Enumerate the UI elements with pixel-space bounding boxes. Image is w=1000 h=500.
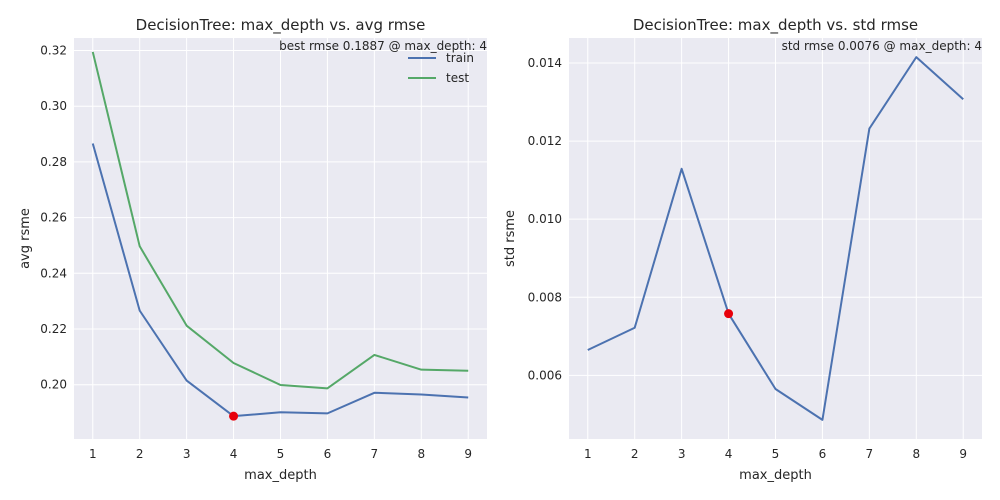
right-std-annotation: std rmse 0.0076 @ max_depth: 4 (782, 39, 982, 53)
right-x-tick-label: 5 (772, 447, 780, 461)
right-x-tick-label: 2 (631, 447, 639, 461)
left-x-tick-label: 7 (371, 447, 379, 461)
legend-train-label: train (446, 51, 474, 65)
left-x-tick-label: 9 (464, 447, 472, 461)
right-x-tick-label: 3 (678, 447, 686, 461)
right-x-tick-label: 6 (819, 447, 827, 461)
right-y-tick-label: 0.010 (528, 212, 562, 226)
legend-test-label: test (446, 71, 469, 85)
left-best-annotation: best rmse 0.1887 @ max_depth: 4 (279, 39, 487, 53)
right-x-tick-label: 4 (725, 447, 733, 461)
right-y-tick-label: 0.012 (528, 134, 562, 148)
left-x-tick-label: 6 (324, 447, 332, 461)
left-x-axis-label: max_depth (244, 468, 317, 483)
left-y-tick-label: 0.28 (40, 155, 67, 169)
left-highlight-point (229, 411, 239, 421)
left-chart: 1 2 3 4 5 6 7 8 9 0.20 0.22 0.24 0.26 0.28 0.30 0.32 D… (18, 16, 487, 483)
right-x-tick-label: 7 (866, 447, 874, 461)
right-y-tick-label: 0.014 (528, 56, 562, 70)
left-x-tick-label: 1 (89, 447, 97, 461)
right-y-ticks: 0.006 0.008 0.010 0.012 0.014 (528, 56, 562, 382)
left-test-line (91, 51, 469, 390)
right-x-tick-label: 9 (959, 447, 967, 461)
left-y-tick-label: 0.20 (40, 378, 67, 392)
left-y-tick-label: 0.26 (40, 211, 67, 225)
right-y-tick-label: 0.008 (528, 290, 562, 304)
left-y-tick-label: 0.24 (40, 266, 67, 280)
left-lines (91, 51, 469, 421)
left-train-line (91, 143, 469, 418)
right-x-tick-label: 1 (584, 447, 592, 461)
left-chart-title: DecisionTree: max_depth vs. avg rmse (136, 16, 426, 35)
left-y-axis-label: avg rsme (18, 208, 33, 269)
right-lines (587, 56, 964, 421)
left-y-tick-label: 0.30 (40, 99, 67, 113)
right-grid (569, 38, 982, 439)
left-legend: train test (408, 51, 474, 85)
right-chart-title: DecisionTree: max_depth vs. std rmse (633, 16, 918, 35)
left-x-ticks: 1 2 3 4 5 6 7 8 9 (89, 447, 472, 461)
right-highlight-point (724, 309, 734, 319)
left-y-ticks: 0.20 0.22 0.24 0.26 0.28 0.30 0.32 (40, 44, 67, 392)
left-y-tick-label: 0.22 (40, 322, 67, 336)
right-chart: 1 2 3 4 5 6 7 8 9 0.006 0.008 0.010 0.012 0.014 Deci… (503, 16, 982, 483)
left-x-tick-label: 4 (230, 447, 238, 461)
right-y-tick-label: 0.006 (528, 368, 562, 382)
left-x-tick-label: 2 (136, 447, 144, 461)
right-x-tick-label: 8 (912, 447, 920, 461)
left-x-tick-label: 5 (277, 447, 285, 461)
right-y-axis-label: std rsme (503, 210, 518, 267)
right-x-ticks: 1 2 3 4 5 6 7 8 9 (584, 447, 967, 461)
left-x-tick-label: 8 (417, 447, 425, 461)
left-x-tick-label: 3 (183, 447, 191, 461)
left-y-tick-label: 0.32 (40, 44, 67, 58)
right-series-0-line (587, 56, 964, 421)
right-x-axis-label: max_depth (739, 468, 812, 483)
